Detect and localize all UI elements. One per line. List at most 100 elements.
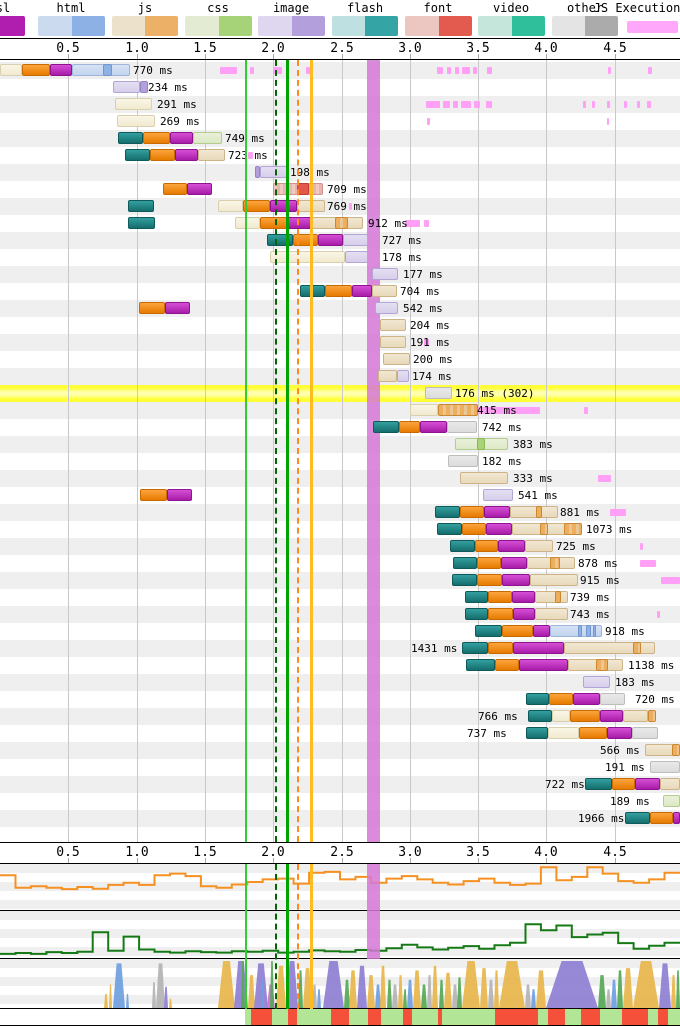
request-row[interactable]: 542 ms [0,300,680,317]
request-row[interactable]: 183 ms [0,674,680,691]
request-row[interactable]: 739 ms [0,589,680,606]
request-row[interactable]: 704 ms [0,283,680,300]
legend-swatch-image [258,16,325,36]
request-time-label: 182 ms [482,455,522,468]
segment-j [645,744,675,756]
request-row[interactable]: 742 ms [0,419,680,436]
request-row[interactable]: 198 ms [0,164,680,181]
segment-j [460,472,508,484]
segment-s [513,642,564,654]
js-execution-blob [624,101,627,108]
segment-d [125,149,150,161]
request-time-label: 183 ms [615,676,655,689]
segment-i [345,251,368,263]
request-row[interactable]: 200 ms [0,351,680,368]
request-row[interactable]: 737 ms [0,725,680,742]
js-execution-band [367,60,380,842]
gridline [615,60,616,842]
status-busy-segment [403,1009,412,1025]
segment-o [632,727,658,739]
request-row[interactable]: 383 ms [0,436,680,453]
request-time-label: 739 ms [570,591,610,604]
axis-tickmark [546,858,547,863]
request-row[interactable]: 566 ms [0,742,680,759]
request-row[interactable]: 766 ms [0,708,680,725]
legend-swatch-html [38,16,105,36]
request-time-label: 766 ms [478,710,518,723]
request-time-label: 918 ms [605,625,645,638]
js-execution-blob [443,101,450,108]
segment-w [117,115,155,127]
request-row[interactable]: 269 ms [0,113,680,130]
request-row[interactable]: 722 ms [0,776,680,793]
request-row[interactable]: 770 ms [0,62,680,79]
request-row[interactable]: 878 ms [0,555,680,572]
status-ok-segment [565,1009,581,1025]
request-row[interactable]: 1966 ms [0,810,680,827]
request-time-label: 742 ms [482,421,522,434]
request-row[interactable]: 918 ms [0,623,680,640]
segment-J [540,523,548,535]
js-execution-blob [607,101,610,108]
request-row[interactable]: 720 ms [0,691,680,708]
request-row[interactable]: 723 ms [0,147,680,164]
segment-c [488,642,513,654]
axis-tickmark [410,54,411,59]
axis-tick-label: 1.5 [193,845,217,860]
segment-c [143,132,170,144]
request-time-label: 234 ms [148,81,188,94]
request-row[interactable]: 1431 ms [0,640,680,657]
request-row[interactable]: 912 ms [0,215,680,232]
segment-i [372,268,398,280]
status-timeline [0,1009,680,1026]
request-row[interactable]: 1073 ms [0,521,680,538]
request-row[interactable]: 915 ms [0,572,680,589]
segment-j [372,285,397,297]
request-row[interactable]: 415 ms [0,402,680,419]
status-ok-segment [668,1009,680,1025]
request-row[interactable]: 1138 ms [0,657,680,674]
request-time-label: 1431 ms [411,642,458,655]
legend-label-html: html [56,1,86,15]
segment-g [663,795,680,807]
request-row[interactable]: 189 ms [0,793,680,810]
segment-w [235,217,260,229]
segment-H [586,625,591,637]
request-row[interactable]: 182 ms [0,453,680,470]
segment-s [607,727,632,739]
status-ok-segment [381,1009,403,1025]
bandwidth-chart [0,911,680,959]
request-row[interactable]: 191 ms [0,759,680,776]
js-execution-blob [427,118,430,125]
gridline [68,60,69,842]
request-row[interactable]: 743 ms [0,606,680,623]
request-row[interactable]: 769 ms [0,198,680,215]
status-busy-segment [581,1009,600,1025]
axis-tick-label: 1.0 [125,41,149,56]
segment-i [260,166,287,178]
request-row[interactable]: 204 ms [0,317,680,334]
axis-tick-label: 2.0 [261,41,285,56]
request-row[interactable]: 174 ms [0,368,680,385]
request-row[interactable]: 177 ms [0,266,680,283]
segment-d [465,591,488,603]
request-row[interactable]: 176 ms (302) [0,385,680,402]
legend-swatch-js [112,16,178,36]
segment-H [103,64,112,76]
request-row[interactable]: 234 ms [0,79,680,96]
request-row[interactable]: 541 ms [0,487,680,504]
request-row[interactable]: 881 ms [0,504,680,521]
request-row[interactable]: 727 ms [0,232,680,249]
request-row[interactable]: 178 ms [0,249,680,266]
request-row[interactable]: 709 ms [0,181,680,198]
request-row[interactable]: 333 ms [0,470,680,487]
segment-j [568,659,623,671]
segment-c [163,183,187,195]
segment-d [118,132,143,144]
request-row[interactable]: 725 ms [0,538,680,555]
request-row[interactable]: 291 ms [0,96,680,113]
request-row[interactable]: 191 ms [0,334,680,351]
segment-s [420,421,447,433]
request-row[interactable]: 749 ms [0,130,680,147]
segment-w [218,200,243,212]
